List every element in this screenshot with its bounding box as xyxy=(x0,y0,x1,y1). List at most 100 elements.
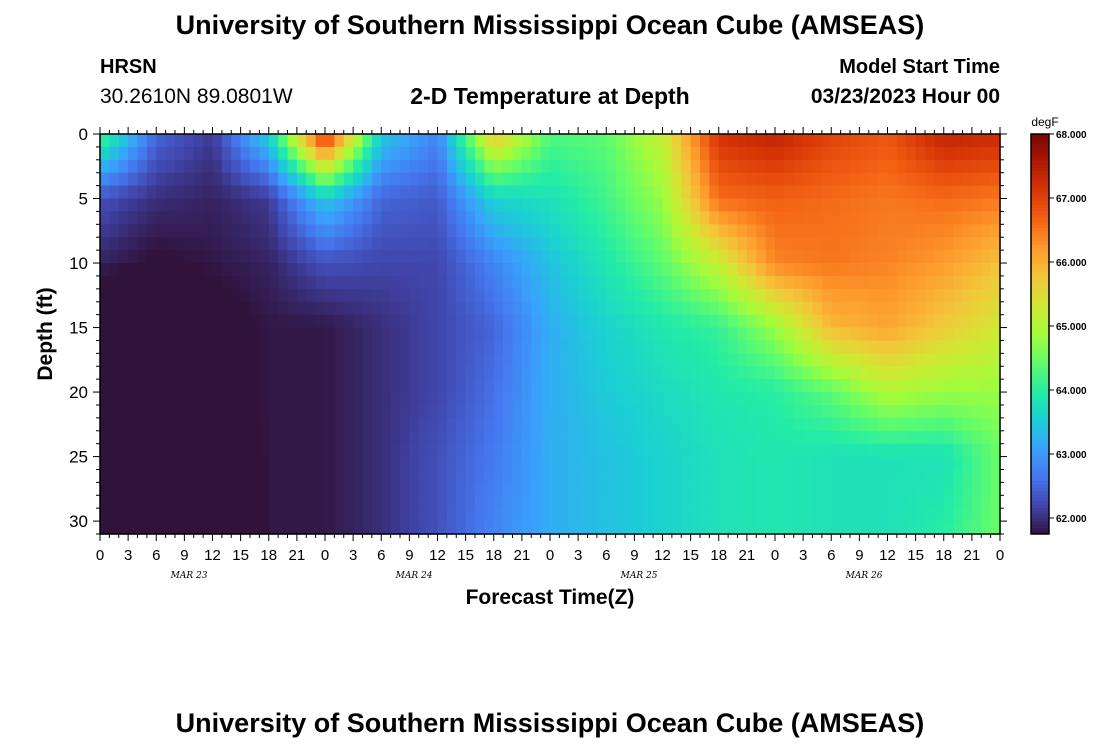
heatmap-cell xyxy=(362,366,373,380)
heatmap-cell xyxy=(315,301,326,316)
heatmap-cell xyxy=(756,224,767,238)
heatmap-cell xyxy=(953,159,964,174)
heatmap-cell xyxy=(596,146,607,161)
heatmap-cell xyxy=(671,353,682,367)
heatmap-cell xyxy=(325,392,335,406)
heatmap-cell xyxy=(400,237,410,251)
heatmap-cell xyxy=(765,224,776,238)
heatmap-cell xyxy=(981,172,992,187)
heatmap-cell xyxy=(353,237,364,251)
heatmap-cell xyxy=(118,404,129,419)
heatmap-cell xyxy=(334,134,345,148)
heatmap-cell xyxy=(400,443,410,458)
heatmap-cell xyxy=(268,443,279,458)
heatmap-cell xyxy=(775,366,785,380)
heatmap-cell xyxy=(859,224,870,238)
heatmap-cell xyxy=(568,353,579,367)
heatmap-cell xyxy=(100,379,110,393)
heatmap-cell xyxy=(634,404,645,419)
heatmap-cell xyxy=(962,134,973,148)
heatmap-cell xyxy=(700,263,710,277)
heatmap-cell xyxy=(250,146,260,161)
heatmap-cell xyxy=(803,263,814,277)
heatmap-cell xyxy=(371,250,382,264)
heatmap-cell xyxy=(418,134,429,148)
heatmap-cell xyxy=(100,301,110,316)
heatmap-cell xyxy=(709,392,720,406)
heatmap-cell xyxy=(428,250,439,264)
heatmap-cell xyxy=(681,430,692,445)
heatmap-cell xyxy=(625,159,635,174)
colorbar-swatch xyxy=(1031,377,1049,382)
heatmap-cell xyxy=(793,404,804,419)
heatmap-cell xyxy=(812,327,823,342)
heatmap-cell xyxy=(531,340,542,354)
x-tick-label: 9 xyxy=(855,547,863,564)
heatmap-cell xyxy=(315,521,326,535)
heatmap-cell xyxy=(803,314,814,329)
heatmap-cell xyxy=(146,508,157,522)
heatmap-cell xyxy=(465,327,476,342)
heatmap-cell xyxy=(156,159,167,174)
heatmap-cell xyxy=(634,275,645,290)
heatmap-cell xyxy=(250,366,260,380)
heatmap-cell xyxy=(784,288,795,303)
heatmap-cell xyxy=(137,521,148,535)
heatmap-cell xyxy=(371,172,382,187)
heatmap-cell xyxy=(475,495,485,509)
heatmap-cell xyxy=(503,275,514,290)
heatmap-cell xyxy=(925,456,935,471)
heatmap-cell xyxy=(278,430,289,445)
heatmap-cell xyxy=(971,198,982,213)
heatmap-cell xyxy=(587,275,598,290)
heatmap-cell xyxy=(306,508,317,522)
heatmap-cell xyxy=(100,392,110,406)
heatmap-cell xyxy=(156,146,167,161)
heatmap-cell xyxy=(531,301,542,316)
heatmap-cell xyxy=(465,404,476,419)
heatmap-cell xyxy=(868,430,879,445)
heatmap-cell xyxy=(390,327,401,342)
heatmap-cell xyxy=(287,263,298,277)
heatmap-cell xyxy=(887,134,898,148)
heatmap-cell xyxy=(456,404,467,419)
heatmap-cell xyxy=(746,275,757,290)
heatmap-cell xyxy=(718,224,729,238)
heatmap-cell xyxy=(934,314,945,329)
heatmap-cell xyxy=(446,430,457,445)
heatmap-cell xyxy=(100,134,110,148)
heatmap-cell xyxy=(803,159,814,174)
heatmap-cell xyxy=(896,521,907,535)
heatmap-cell xyxy=(203,250,214,264)
heatmap-cell xyxy=(690,172,701,187)
heatmap-cell xyxy=(250,353,260,367)
heatmap-cell xyxy=(390,430,401,445)
heatmap-cell xyxy=(662,482,673,496)
heatmap-cell xyxy=(625,353,635,367)
heatmap-cell xyxy=(793,353,804,367)
heatmap-cell xyxy=(409,211,420,225)
heatmap-cell xyxy=(625,211,635,225)
heatmap-cell xyxy=(840,327,851,342)
heatmap-cell xyxy=(728,404,739,419)
heatmap-cell xyxy=(709,443,720,458)
heatmap-cell xyxy=(596,404,607,419)
heatmap-cell xyxy=(700,508,710,522)
heatmap-cell xyxy=(193,469,204,483)
heatmap-cell xyxy=(887,521,898,535)
heatmap-cell xyxy=(775,237,785,251)
heatmap-cell xyxy=(456,159,467,174)
heatmap-cell xyxy=(709,314,720,329)
heatmap-cell xyxy=(343,469,354,483)
heatmap-cell xyxy=(859,327,870,342)
heatmap-cell xyxy=(512,366,523,380)
heatmap-cell xyxy=(418,146,429,161)
heatmap-cell xyxy=(287,237,298,251)
heatmap-cell xyxy=(568,482,579,496)
heatmap-cell xyxy=(681,146,692,161)
heatmap-cell xyxy=(109,430,120,445)
heatmap-cell xyxy=(203,288,214,303)
heatmap-cell xyxy=(259,521,270,535)
heatmap-cell xyxy=(465,392,476,406)
heatmap-cell xyxy=(934,417,945,432)
